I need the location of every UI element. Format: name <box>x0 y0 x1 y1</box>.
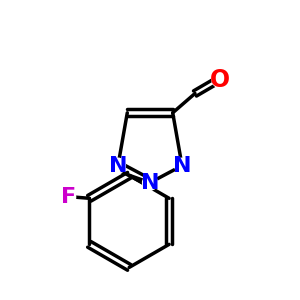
Circle shape <box>142 175 158 190</box>
Circle shape <box>110 158 125 173</box>
Circle shape <box>175 158 190 173</box>
Text: N: N <box>141 173 159 193</box>
Text: O: O <box>210 68 230 92</box>
Text: N: N <box>173 156 191 176</box>
Circle shape <box>61 190 76 205</box>
Text: N: N <box>109 156 127 176</box>
Circle shape <box>212 71 229 88</box>
Text: F: F <box>61 187 76 207</box>
